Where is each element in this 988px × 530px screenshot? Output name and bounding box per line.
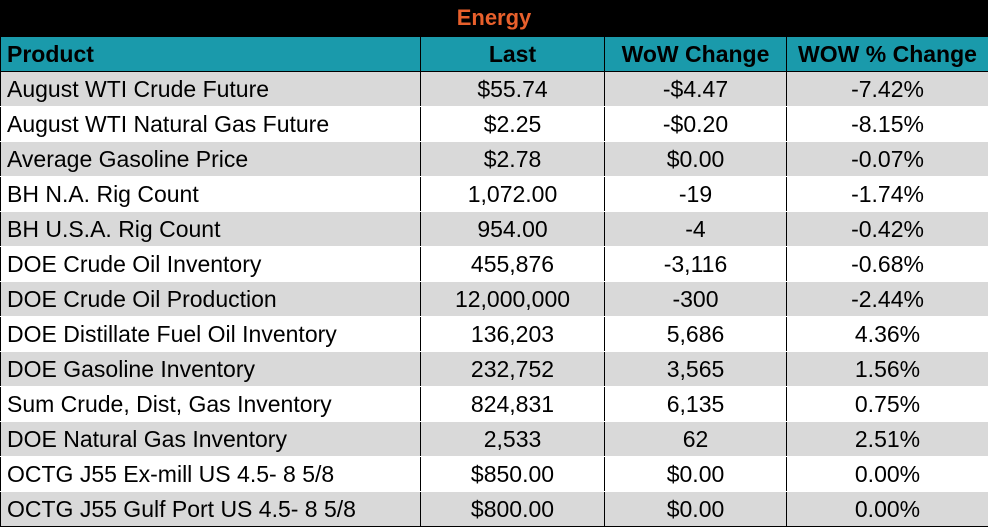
cell-product: DOE Gasoline Inventory [0, 351, 421, 387]
table-row: DOE Natural Gas Inventory 2,533 62 2.51% [0, 421, 988, 457]
cell-last: 1,072.00 [420, 176, 605, 212]
table-row: DOE Crude Oil Production 12,000,000 -300 -2… [0, 281, 988, 317]
column-header-wow-change: WoW Change [604, 36, 787, 72]
cell-product: DOE Crude Oil Production [0, 281, 421, 317]
cell-wow-pct-change: 0.75% [786, 386, 988, 422]
cell-wow-pct-change: -8.15% [786, 106, 988, 142]
table-row: August WTI Natural Gas Future $2.25 -$0.20… [0, 106, 988, 142]
cell-wow-pct-change: -0.07% [786, 141, 988, 177]
table-row: BH N.A. Rig Count 1,072.00 -19 -1.74% [0, 176, 988, 212]
cell-product: OCTG J55 Ex-mill US 4.5- 8 5/8 [0, 456, 421, 492]
cell-wow-change: -19 [604, 176, 787, 212]
table-row: OCTG J55 Ex-mill US 4.5- 8 5/8 $850.00 $0.… [0, 456, 988, 492]
cell-product: DOE Crude Oil Inventory [0, 246, 421, 282]
column-header-last: Last [420, 36, 605, 72]
column-header-product: Product [0, 36, 421, 72]
cell-wow-pct-change: 0.00% [786, 491, 988, 527]
cell-wow-pct-change: 0.00% [786, 456, 988, 492]
cell-wow-pct-change: 1.56% [786, 351, 988, 387]
table-row: DOE Gasoline Inventory 232,752 3,565 1.56% [0, 351, 988, 387]
table-row: DOE Distillate Fuel Oil Inventory 136,203… [0, 316, 988, 352]
cell-wow-pct-change: -1.74% [786, 176, 988, 212]
energy-table: Product Last WoW Change WOW % Change Aug… [0, 36, 988, 527]
cell-wow-change: -$4.47 [604, 71, 787, 107]
cell-wow-pct-change: 4.36% [786, 316, 988, 352]
cell-last: 232,752 [420, 351, 605, 387]
cell-last: $850.00 [420, 456, 605, 492]
cell-last: $2.78 [420, 141, 605, 177]
cell-last: 2,533 [420, 421, 605, 457]
cell-last: 824,831 [420, 386, 605, 422]
cell-product: Sum Crude, Dist, Gas Inventory [0, 386, 421, 422]
cell-wow-change: 3,565 [604, 351, 787, 387]
table-row: DOE Crude Oil Inventory 455,876 -3,116 -0.6… [0, 246, 988, 282]
cell-wow-change: $0.00 [604, 456, 787, 492]
cell-wow-change: $0.00 [604, 141, 787, 177]
cell-wow-pct-change: -7.42% [786, 71, 988, 107]
cell-product: DOE Natural Gas Inventory [0, 421, 421, 457]
table-row: OCTG J55 Gulf Port US 4.5- 8 5/8 $800.00 $… [0, 491, 988, 527]
cell-wow-change: -$0.20 [604, 106, 787, 142]
cell-product: BH N.A. Rig Count [0, 176, 421, 212]
cell-wow-pct-change: -2.44% [786, 281, 988, 317]
cell-wow-pct-change: -0.42% [786, 211, 988, 247]
cell-wow-change: -4 [604, 211, 787, 247]
cell-wow-change: 5,686 [604, 316, 787, 352]
cell-last: $800.00 [420, 491, 605, 527]
cell-last: 136,203 [420, 316, 605, 352]
cell-last: 12,000,000 [420, 281, 605, 317]
cell-wow-change: -300 [604, 281, 787, 317]
cell-wow-pct-change: 2.51% [786, 421, 988, 457]
table-row: August WTI Crude Future $55.74 -$4.47 -7.42… [0, 71, 988, 107]
header-row: Product Last WoW Change WOW % Change [0, 36, 988, 72]
table-title: Energy [0, 0, 988, 36]
cell-wow-change: 6,135 [604, 386, 787, 422]
column-header-wow-pct-change: WOW % Change [786, 36, 988, 72]
cell-last: $55.74 [420, 71, 605, 107]
cell-product: August WTI Natural Gas Future [0, 106, 421, 142]
cell-wow-change: $0.00 [604, 491, 787, 527]
table-row: Sum Crude, Dist, Gas Inventory 824,831 6,1… [0, 386, 988, 422]
cell-product: DOE Distillate Fuel Oil Inventory [0, 316, 421, 352]
cell-last: 455,876 [420, 246, 605, 282]
cell-wow-change: 62 [604, 421, 787, 457]
cell-product: BH U.S.A. Rig Count [0, 211, 421, 247]
table-row: BH U.S.A. Rig Count 954.00 -4 -0.42% [0, 211, 988, 247]
cell-wow-change: -3,116 [604, 246, 787, 282]
cell-product: August WTI Crude Future [0, 71, 421, 107]
cell-last: 954.00 [420, 211, 605, 247]
cell-wow-pct-change: -0.68% [786, 246, 988, 282]
cell-product: Average Gasoline Price [0, 141, 421, 177]
table-row: Average Gasoline Price $2.78 $0.00 -0.07% [0, 141, 988, 177]
cell-last: $2.25 [420, 106, 605, 142]
cell-product: OCTG J55 Gulf Port US 4.5- 8 5/8 [0, 491, 421, 527]
